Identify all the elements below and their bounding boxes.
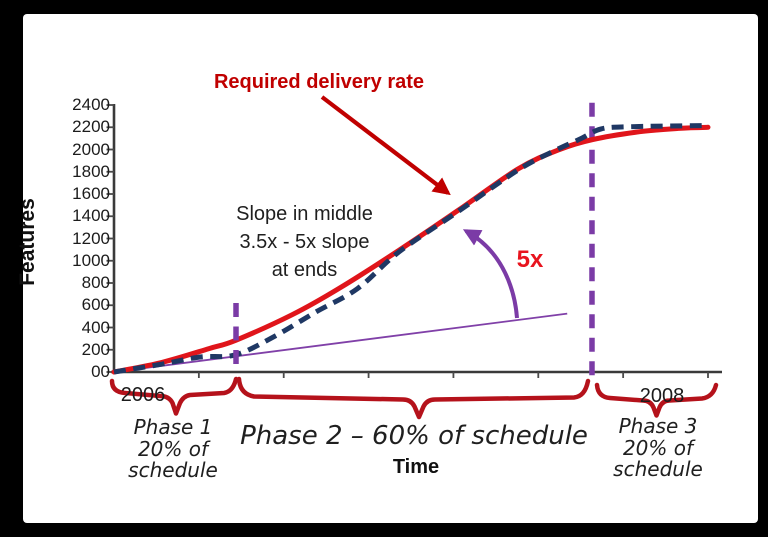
- y-tick-label: 400: [81, 317, 110, 337]
- y-axis-title: Features: [16, 198, 39, 286]
- dashed-delivery-curve: [113, 123, 709, 375]
- slope-arc-arrow: [462, 229, 519, 319]
- y-tick-label: 1400: [72, 206, 110, 226]
- x-tick-label-2008: 2008: [639, 385, 685, 407]
- slope-note: Slope in middle 3.5x - 5x slope at ends: [207, 200, 402, 284]
- phase1-line2: 20% of: [137, 436, 209, 461]
- phase3-line3: schedule: [613, 457, 703, 481]
- y-tick-label: 1200: [72, 228, 110, 248]
- y-tick-label: 2200: [72, 117, 110, 137]
- phase3-line2: 20% of: [622, 435, 694, 460]
- x-tick-label-2006: 2006: [120, 384, 166, 406]
- y-tick-label: 200: [81, 339, 110, 359]
- callout-arrow: [320, 95, 451, 196]
- slope-multiplier-label: 5x: [516, 246, 544, 273]
- axes: [106, 104, 722, 378]
- phase2-label: Phase 2 – 60% of schedule: [240, 421, 588, 451]
- phase3-brace: [594, 382, 719, 418]
- slope-note-line1: Slope in middle: [236, 203, 373, 225]
- phase1-line3: schedule: [128, 458, 218, 482]
- phase2-brace: [236, 376, 591, 420]
- y-tick-label: 2000: [72, 139, 110, 159]
- y-tick-label: 00: [91, 362, 110, 381]
- slope-note-line2: 3.5x - 5x slope: [239, 231, 370, 253]
- y-tick-label: 1800: [72, 161, 110, 181]
- chart-panel: [23, 14, 758, 523]
- baseline-slope-line: [113, 312, 568, 373]
- required-delivery-rate-label: Required delivery rate: [213, 71, 425, 93]
- y-tick-label: 2400: [72, 95, 110, 114]
- y-tick-label: 800: [81, 273, 110, 292]
- phase3-label: Phase 3 20% of schedule: [588, 414, 728, 481]
- phase3-line1: Phase 3: [618, 414, 698, 438]
- y-tick-label: 1000: [72, 250, 110, 270]
- slope-note-line3: at ends: [271, 259, 338, 281]
- y-tick-label: 1600: [72, 184, 110, 203]
- phase1-line1: Phase 1: [133, 415, 213, 439]
- phase1-label: Phase 1 20% of schedule: [103, 415, 243, 482]
- x-axis-title: Time: [392, 456, 440, 478]
- y-tick-label: 600: [81, 295, 110, 315]
- data-curves: [111, 123, 711, 375]
- phase1-brace: [109, 376, 239, 416]
- under-annotations: [113, 102, 595, 384]
